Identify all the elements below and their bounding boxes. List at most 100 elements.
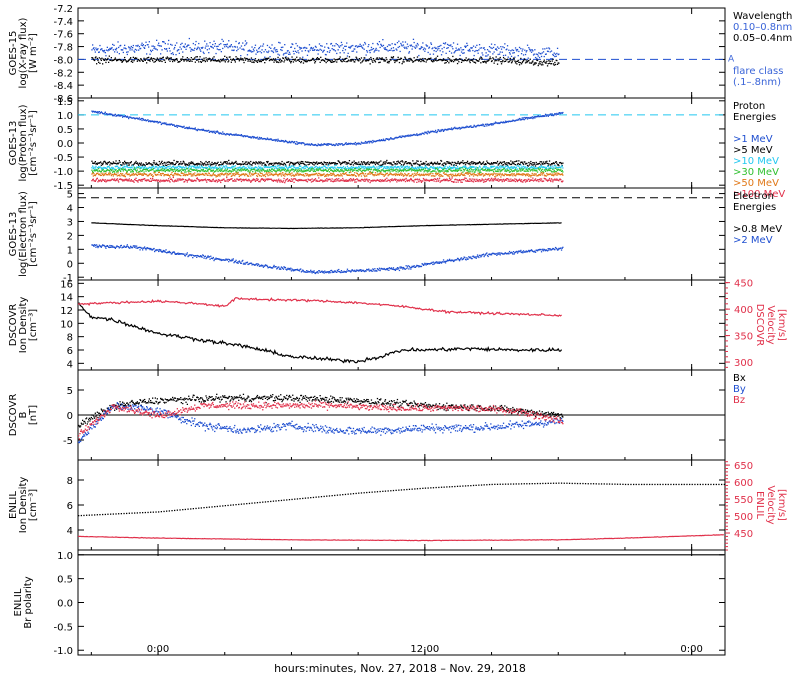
data-point xyxy=(507,168,508,169)
data-point xyxy=(197,56,198,57)
data-point xyxy=(444,63,445,64)
data-point xyxy=(446,168,447,169)
data-point xyxy=(169,162,170,163)
data-point xyxy=(488,169,489,170)
data-point xyxy=(456,50,457,51)
data-point xyxy=(135,49,136,50)
data-point xyxy=(253,62,254,63)
data-point xyxy=(554,163,555,164)
data-point xyxy=(499,163,500,164)
data-point xyxy=(217,48,218,49)
data-point xyxy=(412,60,413,61)
data-point xyxy=(334,45,335,46)
data-point xyxy=(494,168,495,169)
data-point xyxy=(504,47,505,48)
data-point xyxy=(386,59,387,60)
y-axis-title: [cm⁻²s⁻¹sr⁻¹] xyxy=(28,201,39,267)
data-point xyxy=(164,162,165,163)
data-point xyxy=(333,61,334,62)
data-point xyxy=(360,59,361,60)
data-point xyxy=(99,173,100,174)
data-point xyxy=(275,172,276,173)
data-point xyxy=(536,162,537,163)
data-point xyxy=(390,45,391,46)
data-point xyxy=(452,46,453,47)
data-point xyxy=(486,161,487,162)
data-point xyxy=(524,59,525,60)
data-point xyxy=(280,49,281,50)
data-point xyxy=(510,53,511,54)
data-point xyxy=(197,47,198,48)
data-point xyxy=(378,62,379,63)
data-point xyxy=(265,60,266,61)
legend-entry: >10 MeV xyxy=(733,156,779,167)
data-point xyxy=(326,54,327,55)
data-point xyxy=(397,169,398,170)
data-point xyxy=(447,44,448,45)
data-point xyxy=(513,168,514,169)
data-point xyxy=(411,59,412,60)
data-point xyxy=(218,59,219,60)
data-point xyxy=(344,168,345,169)
data-point xyxy=(488,170,489,171)
data-point xyxy=(209,42,210,43)
data-point xyxy=(479,172,480,173)
data-point xyxy=(504,161,505,162)
data-point xyxy=(139,174,140,175)
data-point xyxy=(405,41,406,42)
data-point xyxy=(361,161,362,162)
data-point xyxy=(525,171,526,172)
data-point xyxy=(441,161,442,162)
data-point xyxy=(498,60,499,61)
data-point xyxy=(482,58,483,59)
data-point xyxy=(302,161,303,162)
data-point xyxy=(398,47,399,48)
data-point xyxy=(95,166,96,167)
data-point xyxy=(362,167,363,168)
data-point xyxy=(258,174,259,175)
data-point xyxy=(379,170,380,171)
data-point xyxy=(480,172,481,173)
data-point xyxy=(554,170,555,171)
data-point xyxy=(420,171,421,172)
data-point xyxy=(236,50,237,51)
data-point xyxy=(153,46,154,47)
data-point xyxy=(543,161,544,162)
data-point xyxy=(554,171,555,172)
data-point xyxy=(166,48,167,49)
data-point xyxy=(458,170,459,171)
data-point xyxy=(372,172,373,173)
data-point xyxy=(319,173,320,174)
data-point xyxy=(475,62,476,63)
data-point xyxy=(305,50,306,51)
data-point xyxy=(172,52,173,53)
data-point xyxy=(109,49,110,50)
data-point xyxy=(494,166,495,167)
data-point xyxy=(261,173,262,174)
data-point xyxy=(350,170,351,171)
data-point xyxy=(124,161,125,162)
data-point xyxy=(235,172,236,173)
data-point xyxy=(314,62,315,63)
data-point xyxy=(445,42,446,43)
data-point xyxy=(164,59,165,60)
data-point xyxy=(490,47,491,48)
data-point xyxy=(498,168,499,169)
panel-frame xyxy=(78,280,725,370)
data-point xyxy=(217,46,218,47)
data-point xyxy=(284,44,285,45)
data-point xyxy=(111,47,112,48)
data-point xyxy=(496,48,497,49)
y-tick-label: -0.5 xyxy=(53,622,73,633)
data-point xyxy=(288,170,289,171)
data-point xyxy=(168,169,169,170)
data-point xyxy=(522,119,523,120)
data-point xyxy=(199,163,200,164)
data-point xyxy=(510,60,511,61)
legend-entry: >2 MeV xyxy=(733,235,773,246)
data-point xyxy=(238,174,239,175)
data-point xyxy=(171,163,172,164)
data-point xyxy=(496,171,497,172)
data-point xyxy=(302,57,303,58)
data-point xyxy=(520,165,521,166)
